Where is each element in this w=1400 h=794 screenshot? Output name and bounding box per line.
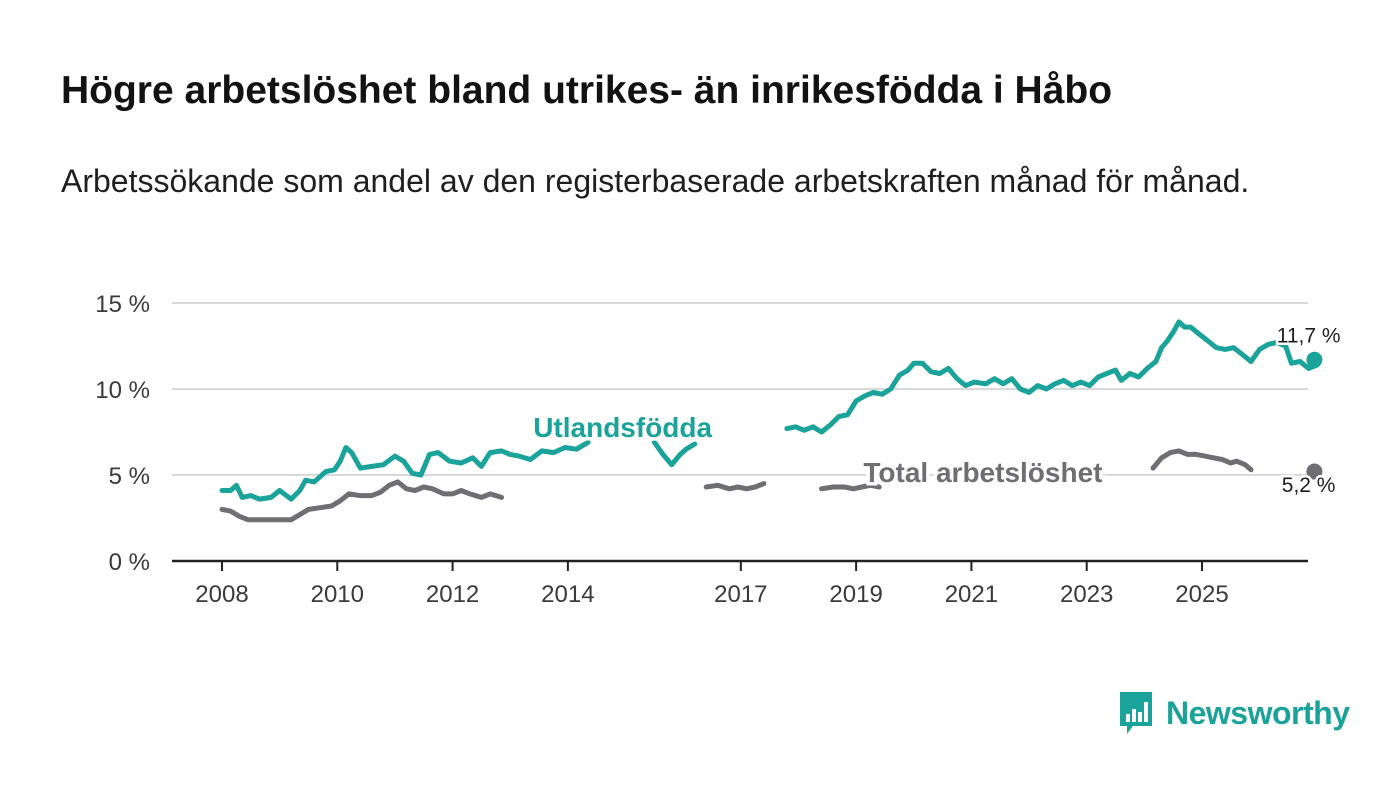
bar-chart-speech-bubble-icon bbox=[1120, 692, 1152, 734]
series-line-utlandsfodda bbox=[651, 439, 698, 468]
chart-subtitle: Arbetssökande som andel av den registerb… bbox=[61, 163, 1250, 199]
y-tick-label: 10 % bbox=[95, 377, 150, 404]
end-label-utlandsfodda: 11,7 % bbox=[1277, 325, 1341, 348]
series-line-total bbox=[1150, 448, 1254, 473]
x-tick-label: 2023 bbox=[1060, 581, 1113, 608]
newsworthy-brand[interactable]: Newsworthy bbox=[1118, 690, 1358, 736]
series-line-utlandsfodda bbox=[219, 439, 591, 502]
end-point-total bbox=[1306, 463, 1323, 480]
y-tick-label: 15 % bbox=[95, 291, 150, 318]
end-point-utlandsfodda bbox=[1306, 351, 1323, 368]
y-tick-label: 5 % bbox=[109, 463, 150, 490]
series-line-total bbox=[703, 481, 767, 492]
chart-title: Högre arbetslöshet bland utrikes- än inr… bbox=[61, 69, 1113, 112]
x-tick-label: 2008 bbox=[195, 581, 248, 608]
series-line-total bbox=[819, 482, 882, 492]
series-label-utlandsfodda: Utlandsfödda bbox=[533, 412, 712, 443]
brand-name: Newsworthy bbox=[1166, 694, 1350, 731]
x-tick-label: 2019 bbox=[829, 581, 882, 608]
series-line-utlandsfodda bbox=[784, 319, 1320, 435]
x-tick-label: 2014 bbox=[541, 581, 594, 608]
y-tick-label: 0 % bbox=[109, 549, 150, 576]
end-label-total: 5,2 % bbox=[1282, 474, 1336, 497]
x-tick-label: 2010 bbox=[311, 581, 364, 608]
series-label-total: Total arbetslöshet bbox=[863, 457, 1102, 488]
x-tick-label: 2012 bbox=[426, 581, 479, 608]
x-tick-label: 2025 bbox=[1175, 581, 1228, 608]
x-tick-label: 2017 bbox=[714, 581, 767, 608]
series-line-total bbox=[219, 479, 505, 523]
x-tick-label: 2021 bbox=[945, 581, 998, 608]
